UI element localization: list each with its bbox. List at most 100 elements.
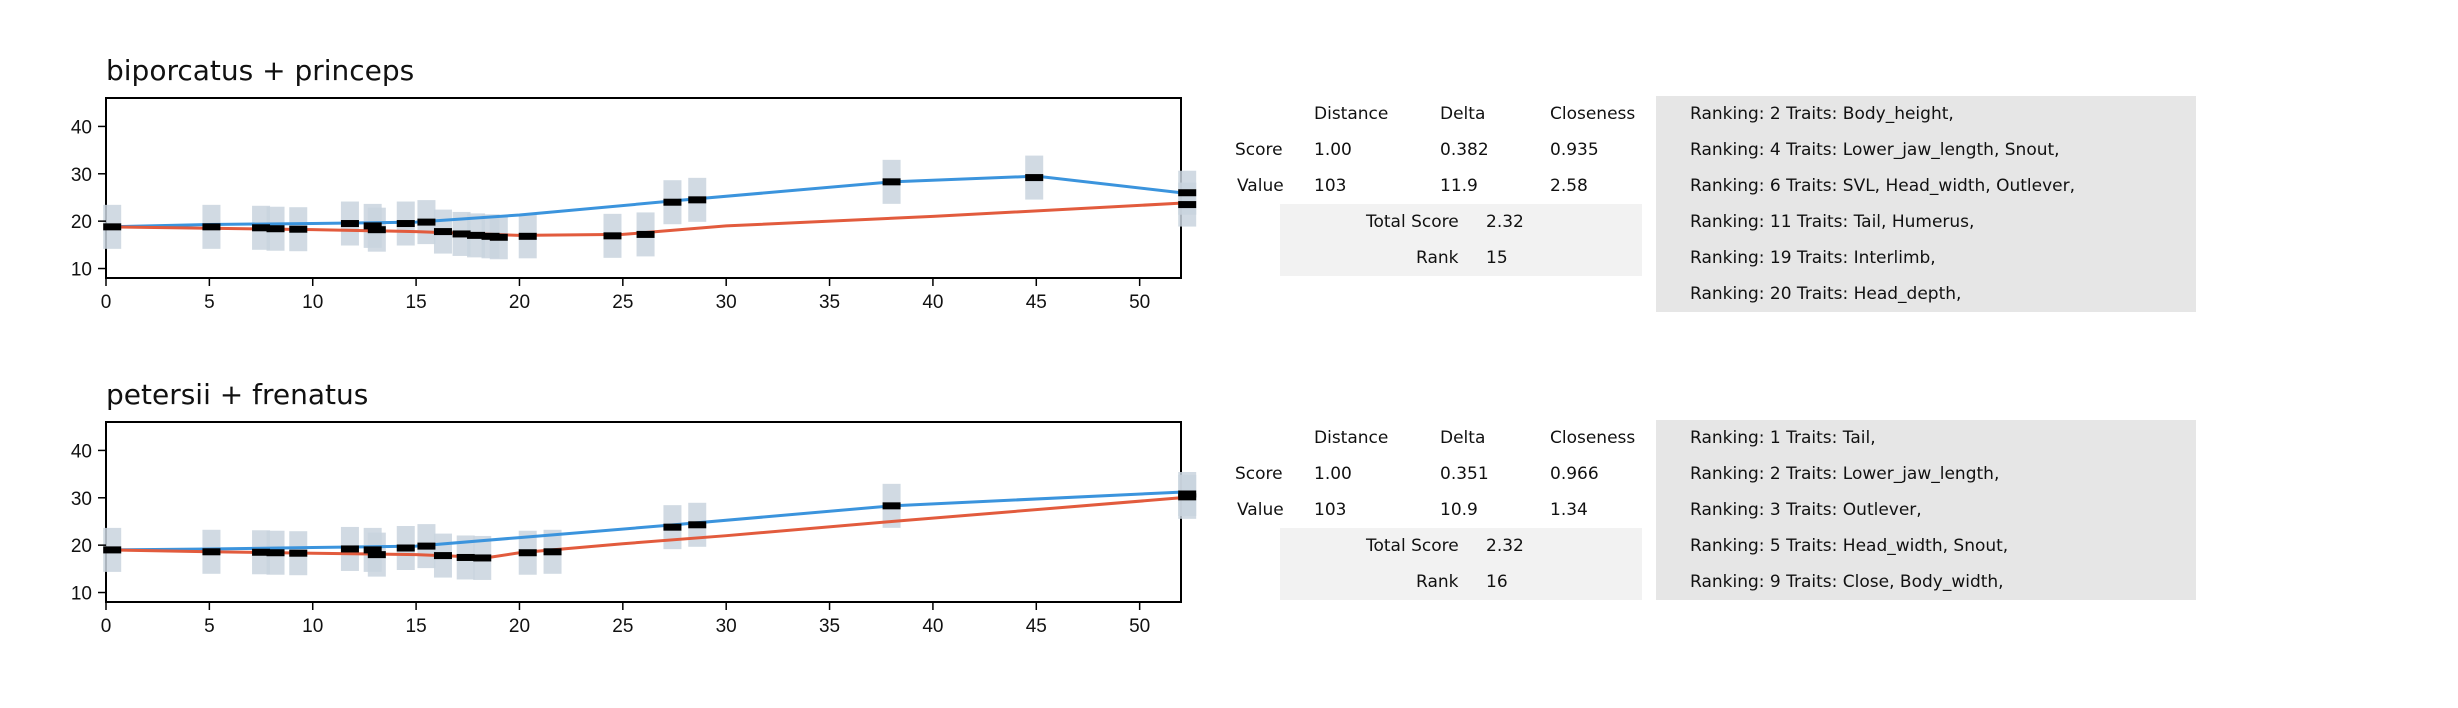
x-tick-label: 50	[1129, 616, 1150, 637]
data-marker	[456, 553, 475, 561]
rank-label: Rank	[1416, 572, 1459, 592]
score-delta: 0.351	[1440, 464, 1489, 484]
data-marker	[688, 521, 707, 529]
value-distance: 103	[1314, 176, 1347, 196]
score-distance: 1.00	[1314, 140, 1352, 160]
y-tick-label: 20	[71, 536, 92, 557]
data-marker	[518, 232, 537, 240]
data-marker	[363, 546, 382, 554]
x-tick-label: 10	[302, 616, 323, 637]
rank-value: 15	[1486, 248, 1508, 268]
y-tick-label: 20	[71, 212, 92, 233]
header-distance: Distance	[1314, 104, 1389, 124]
data-marker	[417, 218, 436, 226]
data-marker	[103, 546, 122, 554]
x-tick-label: 20	[509, 616, 530, 637]
score-delta: 0.382	[1440, 140, 1489, 160]
score-closeness: 0.935	[1550, 140, 1599, 160]
data-marker	[452, 230, 471, 238]
total-score-value: 2.32	[1486, 536, 1524, 556]
score-closeness: 0.966	[1550, 464, 1599, 484]
x-tick-label: 15	[406, 292, 427, 313]
series-line-blue	[105, 174, 1182, 229]
data-marker	[433, 552, 452, 560]
ranking-list-1: Ranking: 2 Traits: Body_height, Ranking:…	[1656, 96, 2196, 312]
total-score-value: 2.32	[1486, 212, 1524, 232]
data-marker	[1178, 189, 1197, 197]
data-marker	[433, 228, 452, 236]
row-label-value: Value	[1237, 176, 1284, 196]
data-marker	[396, 544, 415, 552]
line-chart-1: 0 5 10 15 20 25 30 35 40 45 50 10 20 30 40	[71, 97, 1197, 313]
data-marker	[417, 542, 436, 550]
y-tick-label: 30	[71, 489, 92, 510]
data-marker	[367, 551, 386, 559]
data-marker	[1178, 201, 1197, 209]
x-tick-label: 10	[302, 292, 323, 313]
data-marker	[636, 230, 655, 238]
x-tick-label: 40	[922, 292, 943, 313]
value-delta: 10.9	[1440, 500, 1478, 520]
x-tick-label: 35	[819, 616, 840, 637]
data-marker	[266, 225, 285, 233]
ranking-item: Ranking: 6 Traits: SVL, Head_width, Outl…	[1690, 176, 2076, 196]
line-chart-2: 0 5 10 15 20 25 30 35 40 45 50 10 20 30 40	[71, 421, 1197, 637]
data-marker	[252, 548, 271, 556]
data-marker	[467, 231, 486, 239]
header-delta: Delta	[1440, 428, 1486, 448]
stats-table-2: Distance Delta Closeness Score 1.00 0.35…	[1210, 420, 1642, 600]
data-marker	[289, 225, 308, 233]
value-closeness: 1.34	[1550, 500, 1588, 520]
data-marker	[473, 554, 492, 562]
ranking-item: Ranking: 19 Traits: Interlimb,	[1690, 248, 1936, 268]
total-score-label: Total Score	[1366, 536, 1459, 556]
x-tick-label: 5	[204, 616, 215, 637]
y-tick-label: 30	[71, 165, 92, 186]
ranking-item: Ranking: 1 Traits: Tail,	[1690, 428, 1876, 448]
ranking-item: Ranking: 20 Traits: Head_depth,	[1690, 284, 1962, 304]
data-marker	[543, 548, 562, 556]
data-marker	[202, 548, 221, 556]
data-marker	[266, 549, 285, 557]
data-marker	[663, 523, 682, 531]
y-tick-label: 40	[71, 117, 92, 138]
x-tick-label: 5	[204, 292, 215, 313]
comparison-panel-1: biporcatus + princeps 0 5 10 15 20 25 30 35 40 45…	[0, 54, 2458, 384]
x-tick-label: 25	[612, 616, 633, 637]
data-marker	[603, 232, 622, 240]
data-marker	[663, 198, 682, 206]
data-marker	[882, 502, 901, 510]
summary-box: Total Score 2.32 Rank 15	[1280, 204, 1642, 276]
summary-box: Total Score 2.32 Rank 16	[1280, 528, 1642, 600]
data-marker	[103, 223, 122, 231]
header-distance: Distance	[1314, 428, 1389, 448]
rank-value: 16	[1486, 572, 1508, 592]
x-tick-label: 40	[922, 616, 943, 637]
stats-table-1: Distance Delta Closeness Score 1.00 0.38…	[1210, 96, 1642, 276]
value-distance: 103	[1314, 500, 1347, 520]
ranking-list-2: Ranking: 1 Traits: Tail, Ranking: 2 Trai…	[1656, 420, 2196, 600]
x-tick-label: 30	[716, 292, 737, 313]
header-closeness: Closeness	[1550, 104, 1636, 124]
value-delta: 11.9	[1440, 176, 1478, 196]
ranking-item: Ranking: 5 Traits: Head_width, Snout,	[1690, 536, 2009, 556]
series-line-blue	[105, 490, 1182, 552]
x-tick-label: 0	[101, 292, 112, 313]
x-tick-label: 20	[509, 292, 530, 313]
data-marker	[688, 196, 707, 204]
x-tick-label: 45	[1026, 616, 1047, 637]
header-closeness: Closeness	[1550, 428, 1636, 448]
row-label-score: Score	[1235, 140, 1283, 160]
x-tick-label: 50	[1129, 292, 1150, 313]
data-marker	[1025, 174, 1044, 182]
ranking-item: Ranking: 11 Traits: Tail, Humerus,	[1690, 212, 1975, 232]
ranking-item: Ranking: 2 Traits: Body_height,	[1690, 104, 1954, 124]
data-marker	[363, 222, 382, 230]
ranking-item: Ranking: 9 Traits: Close, Body_width,	[1690, 572, 2004, 592]
data-marker	[518, 549, 537, 557]
comparison-panel-2: petersii + frenatus 0 5 10 15 20 25 30 35 40 45 50…	[0, 378, 2458, 708]
x-tick-label: 35	[819, 292, 840, 313]
value-closeness: 2.58	[1550, 176, 1588, 196]
data-marker	[396, 220, 415, 228]
ranking-item: Ranking: 2 Traits: Lower_jaw_length,	[1690, 464, 2000, 484]
